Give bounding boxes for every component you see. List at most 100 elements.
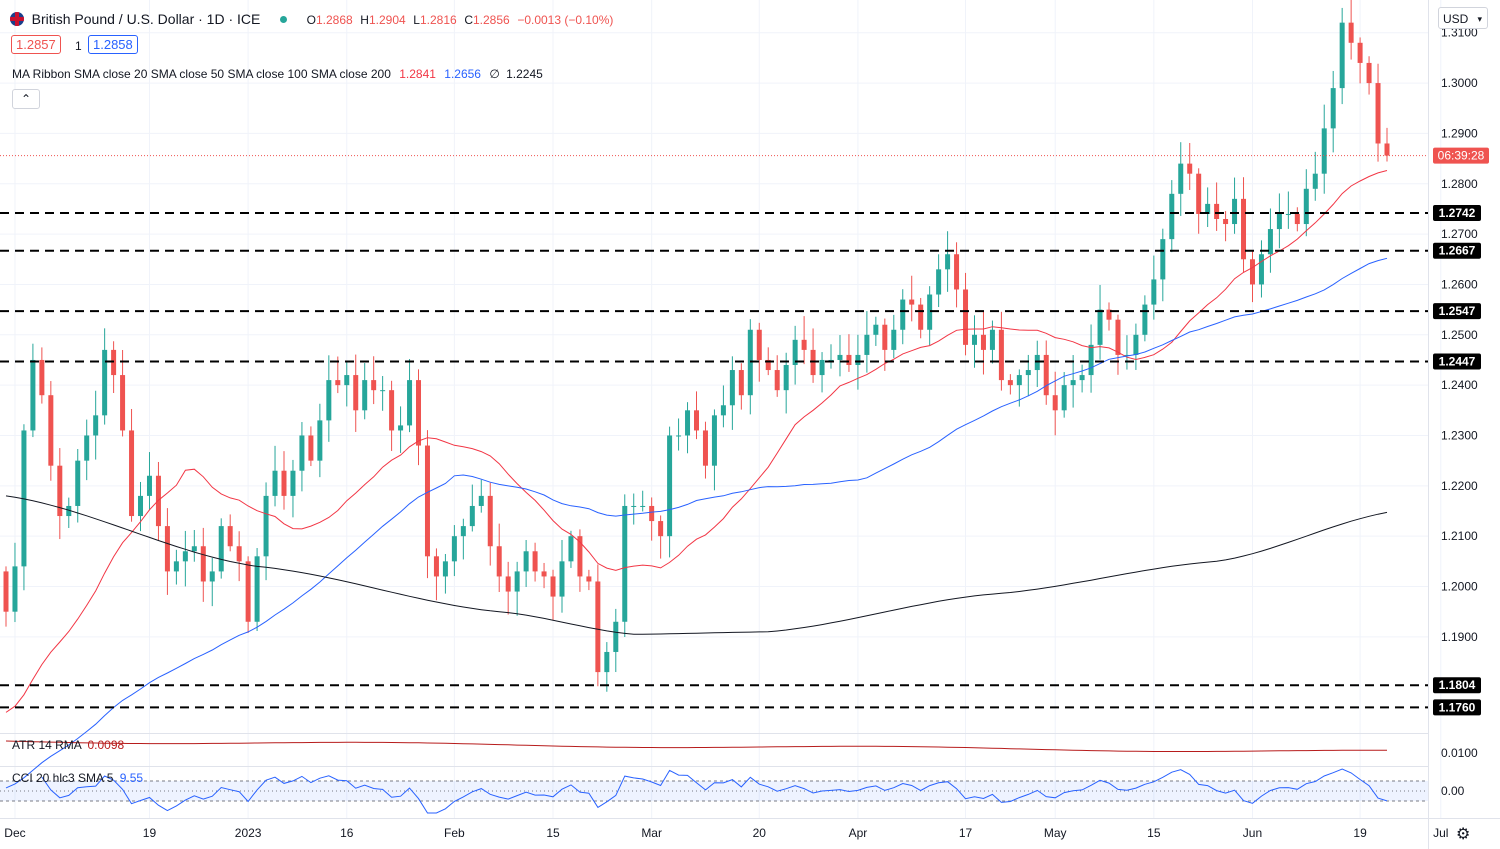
- candle: [1007, 374, 1013, 395]
- candle-body: [523, 551, 529, 572]
- candle: [738, 363, 744, 410]
- candle-body: [1294, 213, 1300, 225]
- candle-body: [927, 294, 933, 330]
- candle-body: [1267, 229, 1273, 255]
- candle: [1205, 187, 1211, 227]
- candle: [1258, 240, 1264, 298]
- candle: [1133, 323, 1139, 370]
- candle: [138, 481, 144, 532]
- candle-body: [1249, 259, 1255, 285]
- candle: [1321, 104, 1327, 194]
- time-tick-label: 17: [959, 826, 973, 840]
- settings-gear-icon[interactable]: ⚙: [1456, 826, 1471, 843]
- candle: [810, 328, 816, 383]
- candle: [532, 542, 538, 582]
- collapse-legend-button[interactable]: ⌃: [12, 89, 40, 109]
- candle: [326, 355, 332, 442]
- candle-body: [595, 581, 601, 673]
- candle-body: [1285, 213, 1291, 215]
- candle: [353, 354, 359, 432]
- candle-body: [1330, 88, 1336, 129]
- level-tag: [1433, 204, 1481, 221]
- candle: [864, 311, 870, 373]
- candle-body: [963, 289, 969, 345]
- candle: [335, 356, 341, 394]
- atr-legend[interactable]: ATR 14 RMA 0.0098: [12, 738, 125, 752]
- candle: [263, 482, 269, 581]
- grid-lines: [0, 0, 1442, 818]
- candle: [433, 548, 439, 601]
- candle: [1169, 180, 1175, 253]
- candle: [694, 391, 699, 440]
- price-tick-label: 1.2200: [1441, 479, 1478, 493]
- candle: [1312, 151, 1318, 201]
- currency-select[interactable]: USD ▾: [1438, 7, 1488, 29]
- candle-body: [173, 561, 179, 572]
- candle-body: [1025, 370, 1031, 376]
- ma-ribbon-legend[interactable]: MA Ribbon SMA close 20 SMA close 50 SMA …: [12, 67, 543, 81]
- candle-body: [1088, 344, 1094, 376]
- candle: [640, 490, 646, 512]
- candle: [496, 523, 502, 592]
- price-tick-label: 1.2300: [1441, 428, 1478, 442]
- candle-body: [1052, 395, 1058, 411]
- sell-price-button[interactable]: 1.2857: [11, 35, 61, 54]
- candle-body: [442, 561, 448, 577]
- level-label: 1.2667: [1439, 244, 1476, 258]
- candle: [711, 409, 717, 491]
- candle-body: [1223, 219, 1229, 225]
- candle-body: [290, 470, 296, 496]
- candle: [1061, 372, 1067, 418]
- candle: [819, 352, 825, 393]
- candles: [3, 0, 1390, 692]
- time-tick-label: 15: [546, 826, 560, 840]
- candle-body: [774, 370, 780, 391]
- buy-price-button[interactable]: 1.2858: [88, 35, 138, 54]
- level-label: 1.2742: [1439, 206, 1476, 220]
- candle-body: [146, 475, 152, 496]
- candle: [1303, 169, 1309, 237]
- time-tick-label: Apr: [849, 826, 868, 840]
- candle: [1223, 211, 1229, 242]
- candle-body: [111, 349, 117, 376]
- candle: [451, 525, 457, 577]
- symbol-title[interactable]: British Pound / U.S. Dollar · 1D · ICE: [31, 11, 261, 27]
- time-tick-label: Dec: [4, 826, 25, 840]
- candle-body: [460, 526, 466, 537]
- candle-body: [1348, 22, 1354, 43]
- candle: [963, 272, 969, 356]
- candle: [1088, 324, 1094, 393]
- candle-body: [783, 365, 789, 391]
- candle: [75, 448, 81, 523]
- candle-body: [756, 329, 762, 360]
- candle-body: [433, 556, 439, 577]
- candle: [1339, 7, 1345, 105]
- candle-body: [416, 380, 422, 446]
- candle: [747, 319, 753, 415]
- cci-legend[interactable]: CCI 20 hlc3 SMA 5 9.55: [12, 771, 144, 785]
- candle-body: [954, 254, 960, 290]
- candle: [774, 355, 780, 397]
- candle-body: [765, 359, 771, 371]
- candle: [792, 325, 798, 385]
- candle: [182, 530, 188, 587]
- candle: [1267, 208, 1273, 273]
- candle-body: [1016, 375, 1022, 386]
- candle-body: [792, 339, 798, 365]
- candle: [290, 459, 296, 518]
- candle-body: [694, 410, 699, 431]
- ohlc-low: L1.2816: [413, 13, 457, 27]
- candle: [550, 569, 556, 620]
- candle-body: [837, 354, 843, 360]
- candle: [442, 554, 448, 594]
- candle: [478, 479, 484, 513]
- time-tick-label: Mar: [641, 826, 662, 840]
- candle-body: [93, 415, 99, 436]
- candle-body: [299, 435, 305, 471]
- candle: [344, 360, 350, 407]
- candle: [873, 316, 879, 346]
- time-tick-label: Feb: [444, 826, 465, 840]
- candle: [658, 515, 664, 559]
